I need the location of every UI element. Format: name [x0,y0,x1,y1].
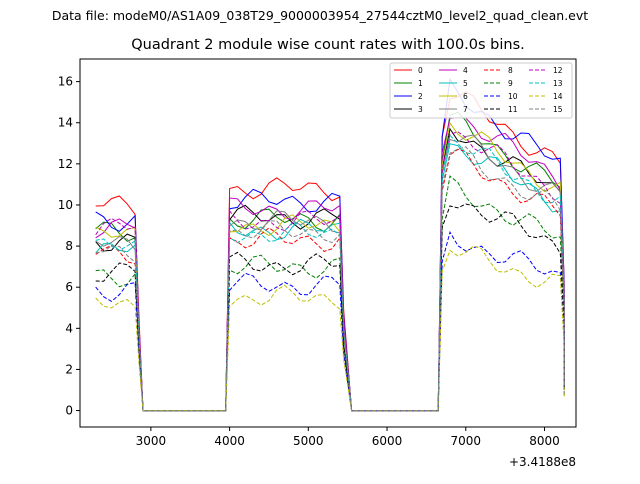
legend-label-4: 4 [463,66,468,75]
legend-label-6: 6 [463,92,468,101]
x-tick-label: 7000 [451,434,482,448]
x-tick-label: 5000 [293,434,324,448]
figure-suptitle: Data file: modeM0/AS1A09_038T29_90000039… [52,8,588,23]
y-tick-label: 16 [58,75,73,89]
legend-label-13: 13 [553,79,563,88]
legend-label-10: 10 [508,92,518,101]
legend-label-12: 12 [553,66,563,75]
y-tick-label: 0 [65,404,73,418]
legend-label-7: 7 [463,105,468,114]
y-tick-label: 14 [58,116,73,130]
y-tick-label: 12 [58,157,73,171]
y-tick-label: 6 [65,280,73,294]
legend-box [389,62,573,119]
y-tick-label: 10 [58,198,73,212]
legend-label-9: 9 [508,79,513,88]
x-offset-label: +3.4188e8 [509,455,576,469]
x-tick-label: 8000 [529,434,560,448]
series-line-10 [95,230,565,412]
legend-label-1: 1 [418,79,423,88]
x-tick-label: 3000 [136,434,167,448]
legend-label-15: 15 [553,105,563,114]
y-tick-label: 2 [65,362,73,376]
chart-title: Quadrant 2 module wise count rates with … [131,37,525,53]
plot-area [95,77,565,412]
legend-label-11: 11 [508,105,518,114]
x-tick-label: 4000 [214,434,245,448]
legend-label-2: 2 [418,92,423,101]
y-tick-label: 8 [65,239,73,253]
y-tick-label: 4 [65,321,73,335]
plot-frame [79,58,577,428]
legend-label-14: 14 [553,92,563,101]
series-line-14 [95,245,565,412]
legend-label-5: 5 [463,79,468,88]
legend-label-0: 0 [418,66,423,75]
legend-label-8: 8 [508,66,513,75]
series-line-15 [95,146,565,412]
x-tick-label: 6000 [372,434,403,448]
legend-label-3: 3 [418,105,423,114]
